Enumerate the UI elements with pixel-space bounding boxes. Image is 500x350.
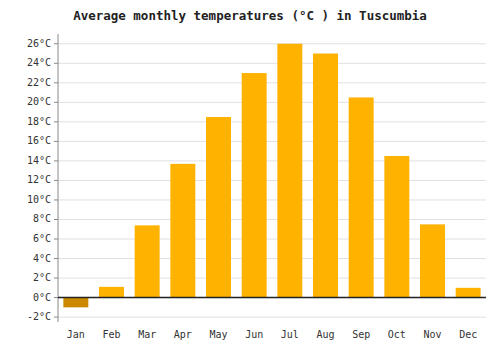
grid-line — [58, 121, 486, 122]
y-tick-label: 8°C — [33, 213, 51, 224]
y-tick-label: 22°C — [27, 77, 51, 88]
y-tick — [54, 141, 58, 142]
y-tick — [54, 63, 58, 64]
y-tick-label: 0°C — [33, 292, 51, 303]
y-tick — [54, 278, 58, 279]
title: Average monthly temperatures (°C ) in Tu… — [73, 8, 427, 23]
x-tick-label: May — [209, 329, 227, 340]
y-tick — [54, 219, 58, 220]
x-tick-label: Dec — [459, 329, 477, 340]
grid-line — [58, 63, 486, 64]
grid-line — [58, 160, 486, 161]
x-tick-label: Mar — [138, 329, 156, 340]
x-axis: Jan Feb Mar Apr May Jun Jul Aug Sep Oct Nov Dec — [67, 329, 477, 340]
y-tick-label: 10°C — [27, 194, 51, 205]
y-tick-label: 16°C — [27, 135, 51, 146]
bar — [206, 117, 231, 298]
x-tick-label: Nov — [423, 329, 441, 340]
y-tick — [54, 160, 58, 161]
x-tick-label: Jul — [281, 329, 299, 340]
grid — [58, 44, 486, 317]
chart: -2°C 0°C 2°C 4°C 6°C 8°C 10°C 12°C 14°C 16°C 18°C 2… — [0, 0, 500, 350]
y-tick-label: 2°C — [33, 272, 51, 283]
bar — [135, 225, 160, 297]
y-tick-label: 24°C — [27, 57, 51, 68]
bar — [170, 164, 195, 298]
y-tick-label: -2°C — [27, 311, 51, 322]
y-tick-label: 18°C — [27, 116, 51, 127]
grid-line — [58, 141, 486, 142]
bars — [63, 44, 480, 308]
bar — [63, 298, 88, 308]
y-tick — [54, 82, 58, 83]
y-tick — [54, 180, 58, 181]
bar — [313, 54, 338, 298]
grid-line — [58, 43, 486, 44]
x-tick-label: Jun — [245, 329, 263, 340]
y-tick-label: 20°C — [27, 96, 51, 107]
x-tick-label: Jan — [67, 329, 85, 340]
y-tick-label: 4°C — [33, 253, 51, 264]
y-tick-label: 6°C — [33, 233, 51, 244]
bar — [420, 224, 445, 297]
y-tick — [54, 258, 58, 259]
y-tick — [54, 102, 58, 103]
y-tick — [54, 317, 58, 318]
y-tick — [54, 43, 58, 44]
bar — [99, 287, 124, 298]
x-tick-label: Aug — [316, 329, 334, 340]
grid-line — [58, 297, 486, 298]
x-tick-label: Sep — [352, 329, 370, 340]
grid-line — [58, 199, 486, 200]
y-tick — [54, 121, 58, 122]
y-tick-label: 14°C — [27, 155, 51, 166]
x-tick-label: Oct — [388, 329, 406, 340]
grid-line — [58, 180, 486, 181]
bar — [277, 44, 302, 298]
bar — [242, 73, 267, 298]
y-axis: -2°C 0°C 2°C 4°C 6°C 8°C 10°C 12°C 14°C 16°C 18°C 2… — [27, 38, 58, 322]
y-tick-label: 26°C — [27, 38, 51, 49]
grid-line — [58, 219, 486, 220]
bar — [384, 156, 409, 298]
grid-line — [58, 82, 486, 83]
y-tick-label: 12°C — [27, 174, 51, 185]
y-tick — [54, 199, 58, 200]
grid-line — [58, 102, 486, 103]
bar — [456, 288, 481, 298]
x-tick-label: Apr — [174, 329, 192, 340]
page: {"chart_data": {"type": "bar", "title": … — [0, 0, 500, 350]
grid-line — [58, 317, 486, 318]
baseline — [58, 297, 486, 299]
y-tick — [54, 239, 58, 240]
x-tick-label: Feb — [102, 329, 120, 340]
y-tick — [54, 297, 58, 298]
bar — [349, 97, 374, 297]
y-axis-line — [58, 34, 59, 322]
